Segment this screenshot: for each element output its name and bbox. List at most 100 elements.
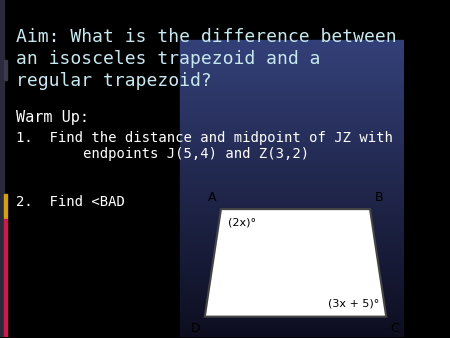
Bar (180, 165, 404, 167)
Bar (180, 167, 404, 169)
Bar (180, 299, 404, 301)
Bar (180, 123, 404, 125)
Bar (180, 46, 404, 48)
Text: (3x + 5)°: (3x + 5)° (328, 299, 379, 309)
Bar (180, 197, 404, 199)
Bar (180, 259, 404, 261)
Bar (180, 86, 404, 88)
Bar (180, 329, 404, 331)
Bar (180, 56, 404, 58)
Bar (180, 149, 404, 151)
Bar (180, 263, 404, 265)
Bar (180, 275, 404, 277)
Bar (180, 267, 404, 269)
Bar (180, 112, 404, 114)
Bar (180, 74, 404, 76)
Bar (180, 80, 404, 82)
Bar (180, 239, 404, 241)
Bar (180, 233, 404, 235)
Bar (180, 83, 404, 86)
Bar (180, 309, 404, 311)
Bar (180, 114, 404, 116)
Bar (180, 251, 404, 253)
Bar (180, 257, 404, 259)
Bar (180, 159, 404, 161)
Bar (180, 327, 404, 329)
Bar (180, 177, 404, 179)
Bar (180, 179, 404, 181)
Bar (180, 245, 404, 247)
Bar (180, 183, 404, 185)
Bar (180, 287, 404, 289)
Text: regular trapezoid?: regular trapezoid? (16, 72, 212, 90)
Bar (180, 307, 404, 309)
Bar (180, 293, 404, 295)
Bar (180, 72, 404, 74)
Bar (180, 315, 404, 317)
Bar (180, 249, 404, 251)
Bar (180, 145, 404, 147)
Bar (180, 173, 404, 175)
Bar (180, 100, 404, 101)
Bar (180, 243, 404, 245)
Bar (180, 76, 404, 78)
Bar (180, 129, 404, 131)
Bar (4, 194, 7, 219)
Bar (180, 261, 404, 263)
Bar (180, 143, 404, 145)
Bar (180, 98, 404, 100)
Bar (180, 40, 404, 42)
Bar (180, 221, 404, 223)
Bar (180, 193, 404, 195)
Bar (180, 321, 404, 322)
Bar (180, 297, 404, 299)
Bar (180, 289, 404, 291)
Bar (180, 136, 404, 138)
Bar (180, 271, 404, 273)
Bar (180, 121, 404, 123)
Bar (180, 82, 404, 83)
Text: B: B (374, 191, 383, 204)
Bar (180, 227, 404, 229)
Bar (180, 48, 404, 50)
Bar (180, 269, 404, 271)
Bar (180, 305, 404, 307)
Bar (180, 62, 404, 64)
Bar (180, 141, 404, 143)
Bar (180, 247, 404, 249)
Text: 2.  Find <BAD: 2. Find <BAD (16, 195, 125, 209)
Bar (180, 181, 404, 183)
Text: an isosceles trapezoid and a: an isosceles trapezoid and a (16, 50, 321, 68)
Bar (180, 211, 404, 213)
Bar (180, 90, 404, 92)
Bar (180, 303, 404, 305)
Bar (180, 70, 404, 72)
Bar (180, 333, 404, 335)
Bar (180, 163, 404, 165)
Bar (180, 219, 404, 221)
Text: Warm Up:: Warm Up: (16, 110, 89, 124)
Bar (180, 68, 404, 70)
Bar (180, 231, 404, 233)
Bar (180, 153, 404, 155)
Bar (180, 217, 404, 219)
Bar (180, 116, 404, 118)
Bar (180, 147, 404, 149)
Bar (180, 139, 404, 141)
Bar (180, 322, 404, 324)
Text: endpoints J(5,4) and Z(3,2): endpoints J(5,4) and Z(3,2) (16, 147, 309, 161)
Bar (180, 195, 404, 197)
Bar (180, 319, 404, 321)
Bar (180, 324, 404, 327)
Bar (180, 187, 404, 189)
Bar (180, 235, 404, 237)
Bar (180, 237, 404, 239)
Bar (180, 313, 404, 315)
Bar (180, 191, 404, 193)
Bar (180, 92, 404, 94)
Bar (180, 52, 404, 54)
Bar (180, 279, 404, 281)
Text: (2x)°: (2x)° (228, 217, 256, 227)
Bar (180, 311, 404, 313)
Bar (180, 213, 404, 215)
